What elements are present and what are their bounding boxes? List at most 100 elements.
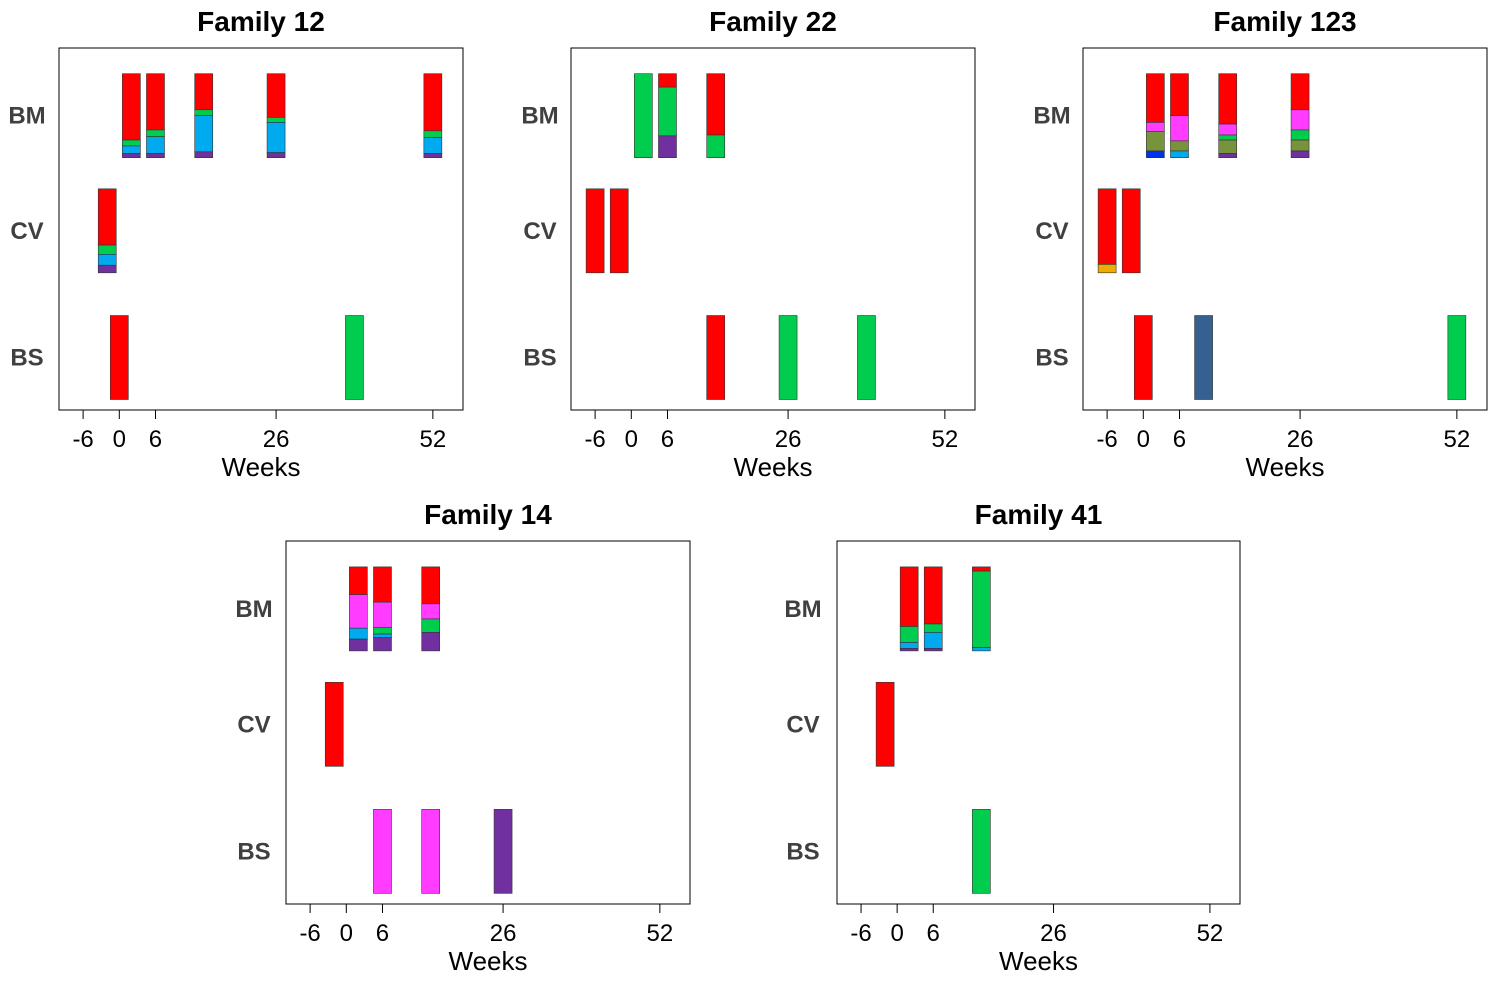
x-axis-title: Weeks [222, 452, 301, 482]
bar-bs-week-39 [857, 315, 876, 400]
bar-segment-green [972, 570, 991, 648]
bar-segment-purple [266, 152, 286, 158]
x-tick-label: 52 [931, 426, 958, 453]
bar-segment-red [706, 73, 726, 136]
bar-bm-week-2 [1146, 73, 1165, 158]
panel-family-22: Family 22 BM CV BS -6 0 6 26 52 Weeks [521, 6, 976, 482]
bar-segment-purple [373, 637, 392, 652]
bar-bm-week-6 [373, 566, 392, 652]
bar-segment-green [122, 139, 141, 147]
x-tick-label: 26 [1040, 920, 1067, 947]
bar-segment-purple [899, 648, 919, 652]
panel-title: Family 12 [197, 6, 325, 37]
bar-bs-week-14 [421, 809, 441, 894]
plot-frame [58, 47, 464, 411]
bar-segment-red [194, 73, 214, 111]
bar-cv-week--6 [1097, 188, 1117, 274]
bar-segment-red [1133, 315, 1153, 400]
row-label-bm: BM [521, 103, 558, 130]
bar-segment-magenta [1146, 122, 1165, 132]
bar-bs-week-14 [972, 809, 991, 894]
x-tick-label: -6 [850, 920, 871, 947]
bar-cv-week--2 [324, 682, 344, 767]
plot-frame [285, 540, 691, 905]
bar-segment-green [899, 626, 919, 643]
bar-segment-red [109, 315, 129, 400]
bar-segment-lightblue [899, 642, 919, 649]
bar-segment-olive [1170, 140, 1189, 152]
x-tick-label: 26 [263, 426, 290, 453]
row-label-bm: BM [1033, 103, 1070, 130]
row-label-cv: CV [523, 218, 556, 245]
bar-segment-red [706, 315, 726, 400]
x-axis-title: Weeks [1246, 452, 1325, 482]
bar-segment-lightblue [373, 633, 392, 638]
bar-segment-purple [146, 153, 165, 158]
bar-segment-red [266, 73, 286, 118]
bar-bm-week-2 [899, 566, 919, 652]
bar-segment-purple [1218, 153, 1238, 158]
bar-segment-lightblue [266, 122, 286, 153]
bar-segment-magenta [373, 601, 392, 628]
bar-segment-red [1290, 73, 1310, 111]
bar-segment-olive [1218, 139, 1238, 154]
bar-bm-week-6 [1170, 73, 1189, 158]
bar-segment-purple [923, 648, 943, 652]
panel-family-41: Family 41 BM CV BS -6 0 6 26 52 Weeks [784, 499, 1241, 976]
x-tick-label: 6 [661, 426, 674, 453]
bar-segment-green [146, 129, 165, 137]
bar-bm-week-14 [972, 566, 991, 652]
bar-bs-week-6 [373, 809, 392, 894]
bar-segment-red [1146, 73, 1165, 123]
bar-segment-purple [194, 151, 214, 158]
bar-segment-magenta [1170, 115, 1189, 142]
bar-segment-red [923, 566, 943, 625]
bar-bm-week-26 [266, 73, 286, 158]
x-tick-label: 0 [625, 426, 638, 453]
panel-family-14: Family 14 BM CV BS -6 0 6 26 52 Weeks [235, 499, 691, 976]
bar-cv-week--2 [97, 188, 117, 274]
bar-segment-magenta [421, 809, 441, 894]
bar-segment-red [658, 73, 677, 88]
row-label-cv: CV [786, 711, 819, 738]
bar-cv-week--2 [875, 682, 895, 767]
bar-segment-green [421, 618, 441, 633]
x-tick-label: 26 [1287, 426, 1314, 453]
x-tick-label: -6 [72, 426, 93, 453]
bar-segment-red [1121, 188, 1141, 274]
bar-segment-purple [493, 809, 513, 894]
bar-bm-week-2 [122, 73, 141, 158]
panel-title: Family 123 [1213, 6, 1356, 37]
bar-segment-magenta [373, 809, 392, 894]
bar-segment-green [778, 315, 798, 400]
panel-title: Family 14 [424, 499, 552, 530]
x-tick-label: 0 [1137, 426, 1150, 453]
x-tick-label: 0 [113, 426, 126, 453]
bar-segment-red [146, 73, 165, 131]
bar-segment-purple [122, 153, 141, 158]
plot-frame [1082, 47, 1488, 411]
bar-segment-green [266, 117, 286, 123]
x-tick-label: 0 [340, 920, 353, 947]
x-tick-label: 6 [376, 920, 389, 947]
bar-segment-purple [1290, 150, 1310, 158]
x-tick-label: 52 [646, 920, 673, 947]
bar-segment-lightblue [194, 115, 214, 153]
bar-bm-week-26 [1290, 73, 1310, 158]
panel-title: Family 41 [975, 499, 1103, 530]
x-tick-label: 6 [1173, 426, 1186, 453]
bar-bs-week-0 [1133, 315, 1153, 400]
bar-segment-red [1097, 188, 1117, 265]
bar-segment-magenta [349, 594, 368, 629]
panel-family-12: Family 12 BM CV BS -6 0 6 26 52 Weeks [8, 6, 464, 482]
bar-segment-red [97, 188, 117, 246]
bar-segment-green [423, 130, 443, 138]
bar-segment-lightblue [923, 632, 943, 649]
x-tick-label: 6 [927, 920, 940, 947]
bar-segment-lightblue [349, 627, 368, 640]
bar-segment-green [923, 623, 943, 633]
bar-segment-red [423, 73, 443, 132]
bar-segment-purple [423, 153, 443, 158]
bar-segment-purple [349, 638, 368, 652]
